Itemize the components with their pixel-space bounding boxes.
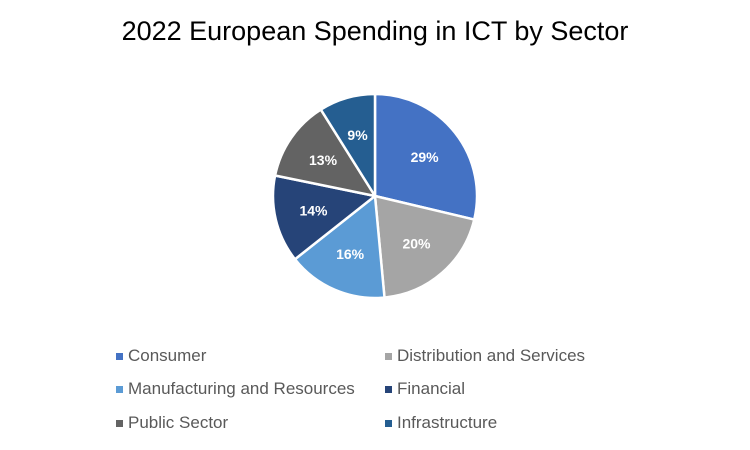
pie-slice-public-sector: [273, 108, 377, 198]
data-label-consumer: 29%: [411, 149, 440, 165]
data-label-financial: 14%: [299, 203, 328, 219]
pie-slice-manufacturing-and-resources: [293, 194, 386, 300]
pie-slice-distribution-and-services: [373, 194, 476, 299]
data-label-infrastructure: 9%: [347, 127, 368, 143]
chart-title: 2022 European Spending in ICT by Sector: [121, 16, 629, 46]
pie-slice-financial: [271, 174, 377, 261]
pie-slice-consumer: [373, 92, 479, 221]
pie-slice-infrastructure: [319, 92, 377, 198]
data-label-distribution-and-services: 20%: [402, 236, 431, 252]
data-label-public-sector: 13%: [309, 152, 338, 168]
data-label-manufacturing-and-resources: 16%: [336, 246, 365, 262]
